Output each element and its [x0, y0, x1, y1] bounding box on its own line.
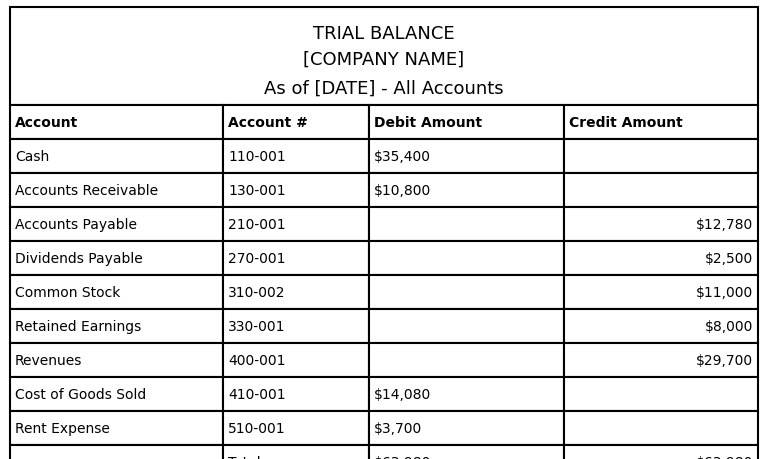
Bar	[10, 275, 223, 309]
Text: $14,080: $14,080	[374, 387, 432, 401]
Text: Account: Account	[15, 116, 78, 130]
Text: $63,980: $63,980	[374, 455, 432, 459]
Bar	[10, 377, 223, 411]
Text: 110-001: 110-001	[228, 150, 286, 164]
Text: 400-001: 400-001	[228, 353, 286, 367]
Bar	[223, 174, 369, 207]
Bar	[223, 445, 369, 459]
Text: Accounts Payable: Accounts Payable	[15, 218, 137, 231]
Bar	[10, 207, 223, 241]
Text: As of [DATE] - All Accounts: As of [DATE] - All Accounts	[264, 79, 504, 97]
Bar	[564, 275, 758, 309]
Text: Revenues: Revenues	[15, 353, 82, 367]
Bar	[369, 309, 564, 343]
Bar	[564, 106, 758, 140]
Text: 210-001: 210-001	[228, 218, 286, 231]
Bar	[10, 106, 223, 140]
Bar	[369, 275, 564, 309]
Text: $35,400: $35,400	[374, 150, 431, 164]
Text: Cost of Goods Sold: Cost of Goods Sold	[15, 387, 146, 401]
Bar	[10, 241, 223, 275]
Bar	[564, 207, 758, 241]
Text: Totals: Totals	[228, 455, 268, 459]
Text: 310-002: 310-002	[228, 285, 286, 299]
Bar	[223, 343, 369, 377]
Text: 510-001: 510-001	[228, 421, 286, 435]
Text: $8,000: $8,000	[704, 319, 753, 333]
Text: $10,800: $10,800	[374, 184, 432, 197]
Text: 130-001: 130-001	[228, 184, 286, 197]
Bar	[10, 140, 223, 174]
Text: Cash: Cash	[15, 150, 49, 164]
Bar	[223, 207, 369, 241]
Text: TRIAL BALANCE: TRIAL BALANCE	[313, 25, 455, 43]
Bar	[369, 174, 564, 207]
Bar	[369, 106, 564, 140]
Bar	[369, 241, 564, 275]
Text: Common Stock: Common Stock	[15, 285, 121, 299]
Bar	[564, 241, 758, 275]
Text: $12,780: $12,780	[696, 218, 753, 231]
Bar	[10, 343, 223, 377]
Bar	[564, 174, 758, 207]
Bar	[223, 241, 369, 275]
Text: $2,500: $2,500	[705, 252, 753, 265]
Text: $63,980: $63,980	[696, 455, 753, 459]
Bar	[369, 377, 564, 411]
Text: Accounts Receivable: Accounts Receivable	[15, 184, 158, 197]
Bar	[369, 207, 564, 241]
Bar	[10, 8, 758, 106]
Bar	[564, 309, 758, 343]
Text: $29,700: $29,700	[696, 353, 753, 367]
Bar	[10, 411, 223, 445]
Bar	[10, 309, 223, 343]
Text: Retained Earnings: Retained Earnings	[15, 319, 141, 333]
Bar	[369, 140, 564, 174]
Bar	[564, 445, 758, 459]
Bar	[369, 343, 564, 377]
Text: Credit Amount: Credit Amount	[568, 116, 682, 130]
Text: 270-001: 270-001	[228, 252, 286, 265]
Bar	[223, 309, 369, 343]
Bar	[223, 411, 369, 445]
Bar	[223, 275, 369, 309]
Text: Dividends Payable: Dividends Payable	[15, 252, 143, 265]
Text: 410-001: 410-001	[228, 387, 286, 401]
Bar	[223, 377, 369, 411]
Bar	[369, 445, 564, 459]
Text: Account #: Account #	[228, 116, 308, 130]
Bar	[564, 377, 758, 411]
Text: Debit Amount: Debit Amount	[374, 116, 482, 130]
Bar	[564, 411, 758, 445]
Text: $11,000: $11,000	[696, 285, 753, 299]
Text: [COMPANY NAME]: [COMPANY NAME]	[303, 51, 465, 69]
Bar	[564, 343, 758, 377]
Bar	[369, 411, 564, 445]
Text: 330-001: 330-001	[228, 319, 286, 333]
Bar	[10, 174, 223, 207]
Bar	[223, 106, 369, 140]
Text: Rent Expense: Rent Expense	[15, 421, 110, 435]
Bar	[223, 140, 369, 174]
Bar	[10, 445, 223, 459]
Bar	[564, 140, 758, 174]
Text: $3,700: $3,700	[374, 421, 422, 435]
